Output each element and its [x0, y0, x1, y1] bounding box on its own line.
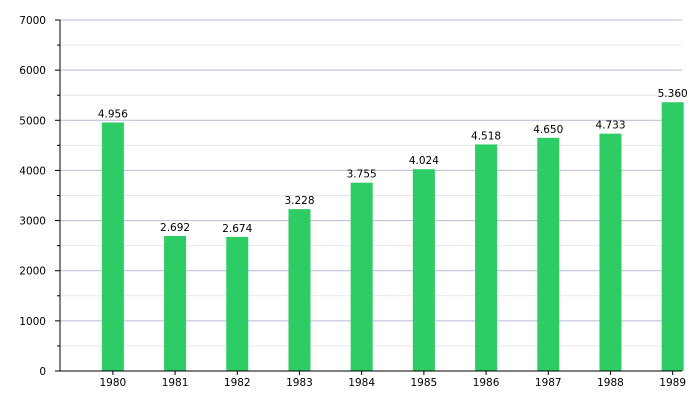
x-tick-label: 1980 — [100, 377, 127, 389]
bar — [412, 169, 435, 371]
bar — [599, 133, 622, 371]
y-tick-label: 4000 — [19, 165, 46, 177]
bars — [101, 102, 684, 371]
bar — [475, 144, 498, 371]
x-tick-label: 1986 — [473, 377, 500, 389]
data-label: 2.692 — [160, 222, 190, 234]
data-label: 4.024 — [409, 155, 439, 167]
x-tick-label: 1983 — [286, 377, 313, 389]
x-tick-label: 1989 — [659, 377, 686, 389]
data-label: 5.360 — [658, 88, 688, 100]
data-label: 4.956 — [98, 108, 128, 120]
data-label: 2.674 — [222, 223, 252, 235]
data-label: 4.650 — [533, 124, 563, 136]
x-tick-label: 1981 — [162, 377, 189, 389]
bar — [101, 122, 124, 371]
x-tick-label: 1987 — [535, 377, 562, 389]
y-tick-label: 2000 — [19, 266, 46, 278]
bar — [350, 182, 373, 371]
bar — [164, 236, 187, 371]
data-label: 3.755 — [347, 169, 377, 181]
labels: 0 1000 2000 3000 4000 5000 6000 7000 4.956 1980 2.… — [19, 15, 687, 389]
y-tick-label: 6000 — [19, 65, 46, 77]
x-tick-label: 1982 — [224, 377, 251, 389]
x-tick-label: 1988 — [597, 377, 624, 389]
y-tick-label: 1000 — [19, 316, 46, 328]
x-tick-label: 1985 — [411, 377, 438, 389]
data-label: 3.228 — [284, 195, 314, 207]
bar — [661, 102, 684, 371]
y-tick-label: 7000 — [19, 15, 46, 27]
grid-lines — [60, 19, 682, 347]
y-tick-label: 5000 — [19, 115, 46, 127]
y-tick-label: 3000 — [19, 216, 46, 228]
axes — [55, 19, 682, 375]
data-label: 4.733 — [595, 120, 625, 132]
bar — [226, 236, 249, 371]
x-tick-label: 1984 — [348, 377, 375, 389]
data-label: 4.518 — [471, 130, 501, 142]
bar — [537, 137, 560, 371]
bar — [288, 209, 311, 371]
y-tick-label: 0 — [39, 366, 46, 378]
